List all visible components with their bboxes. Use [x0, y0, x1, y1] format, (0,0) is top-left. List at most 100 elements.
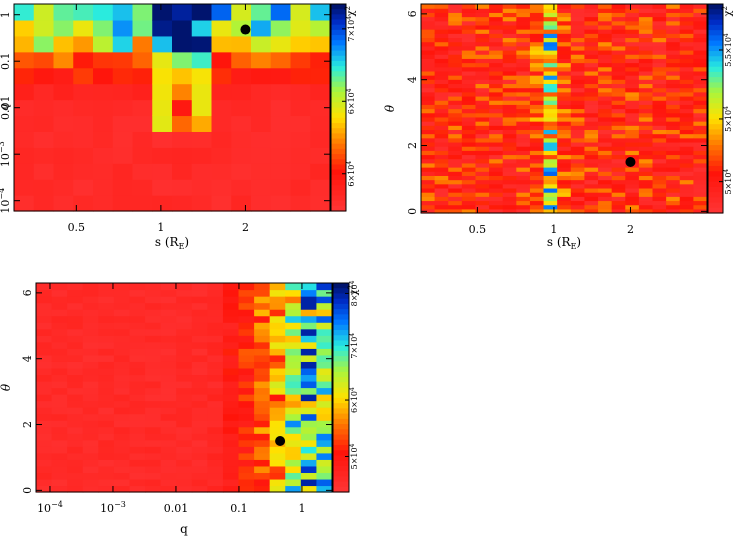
heatmap-cell [129, 433, 146, 441]
heatmap-cell [145, 302, 162, 310]
heatmap-cell [693, 121, 708, 126]
heatmap-cell [489, 137, 504, 143]
heatmap-cell [14, 99, 35, 117]
heatmap-cell [434, 171, 449, 176]
heatmap-cell [666, 196, 681, 202]
y-axis-label: θ [383, 104, 397, 112]
heatmap-cell [693, 8, 708, 13]
heatmap-cell [270, 99, 292, 117]
heatmap-cell [584, 4, 599, 9]
heatmap-cell [557, 104, 572, 110]
heatmap-cell [98, 413, 115, 421]
heatmap-cell [598, 49, 613, 55]
heatmap-cell [529, 87, 545, 93]
heatmap-cell [693, 70, 708, 76]
heatmap-cell [113, 322, 131, 330]
heatmap-cell [543, 4, 558, 9]
heatmap-cell [129, 374, 146, 382]
heatmap-cell [666, 116, 681, 122]
heatmap-cell [625, 33, 640, 39]
colorbar-segment [331, 40, 346, 46]
heatmap-cell [176, 367, 193, 376]
heatmap-cell [113, 283, 131, 291]
heatmap-cell [113, 465, 131, 474]
heatmap-cell [172, 179, 193, 196]
heatmap-cell [285, 394, 302, 402]
heatmap-cell [67, 426, 84, 434]
heatmap-cell [475, 196, 490, 202]
heatmap-cell [543, 167, 558, 172]
heatmap-cell [231, 4, 252, 21]
heatmap-cell [611, 104, 626, 110]
heatmap-cell [14, 115, 35, 132]
heatmap-cell [251, 67, 272, 85]
heatmap-cell [51, 433, 68, 441]
heatmap-cell [502, 4, 517, 9]
heatmap-cell [176, 472, 193, 480]
heatmap-cell [145, 315, 162, 323]
heatmap-cell [434, 162, 449, 168]
heatmap-cell [693, 87, 708, 93]
heatmap-cell [316, 315, 333, 323]
heatmap-cell [529, 183, 545, 189]
heatmap-cell [285, 472, 302, 480]
colorbar-segment [333, 377, 349, 383]
heatmap-cell [448, 137, 463, 143]
heatmap-cell [584, 175, 599, 181]
heatmap-cell [152, 4, 173, 21]
heatmap-cell [98, 309, 115, 317]
colorbar-segment [333, 397, 349, 404]
heatmap-cell [598, 179, 613, 185]
heatmap-cell [652, 167, 667, 172]
heatmap-cell [98, 335, 115, 343]
colorbar-segment [708, 207, 723, 214]
colorbar-tick-label: 6×104 [346, 88, 356, 114]
heatmap-cell [489, 24, 504, 30]
heatmap-cell [570, 54, 586, 59]
heatmap-cell [584, 45, 599, 51]
heatmap-cell [529, 70, 545, 76]
heatmap-cell [638, 49, 654, 55]
heatmap-cell [98, 439, 115, 447]
heatmap-cell [461, 204, 477, 210]
y-tick-label: 0.01 [0, 95, 12, 120]
heatmap-cell [461, 37, 477, 43]
heatmap-cell [421, 162, 436, 168]
heatmap-cell [543, 104, 558, 110]
heatmap-cell [310, 99, 331, 117]
heatmap-cell [693, 192, 708, 197]
heatmap-cell [160, 328, 177, 336]
heatmap-cell [638, 200, 654, 206]
heatmap-cell [36, 315, 53, 323]
heatmap-cell [33, 4, 55, 21]
heatmap-cell [516, 146, 531, 151]
heatmap-cell [489, 70, 504, 76]
colorbar-segment [708, 4, 723, 10]
heatmap-cell [598, 121, 613, 126]
heatmap-cell [693, 150, 708, 156]
heatmap-cell [475, 104, 490, 110]
heatmap-cell [584, 121, 599, 126]
heatmap-cell [570, 125, 586, 130]
heatmap-cell [421, 192, 436, 197]
heatmap-cell [652, 4, 667, 9]
heatmap-cell [222, 400, 240, 408]
heatmap-cell [666, 141, 681, 147]
heatmap-cell [152, 35, 173, 53]
heatmap-cell [152, 19, 173, 37]
heatmap-cell [113, 341, 131, 349]
heatmap-cell [269, 426, 286, 434]
heatmap-cell [231, 131, 252, 148]
colorbar-segment [331, 117, 346, 124]
heatmap-cell [502, 137, 517, 143]
heatmap-cell [67, 328, 84, 336]
heatmap-cell [475, 66, 490, 72]
heatmap-cell [598, 33, 613, 39]
colorbar-segment [333, 371, 349, 378]
heatmap-cell [207, 335, 224, 343]
heatmap-cell [316, 374, 333, 382]
heatmap-cell [598, 150, 613, 156]
x-axis-label: s (RE) [547, 235, 581, 251]
colorbar-segment [708, 139, 723, 146]
heatmap-cell [543, 100, 558, 105]
